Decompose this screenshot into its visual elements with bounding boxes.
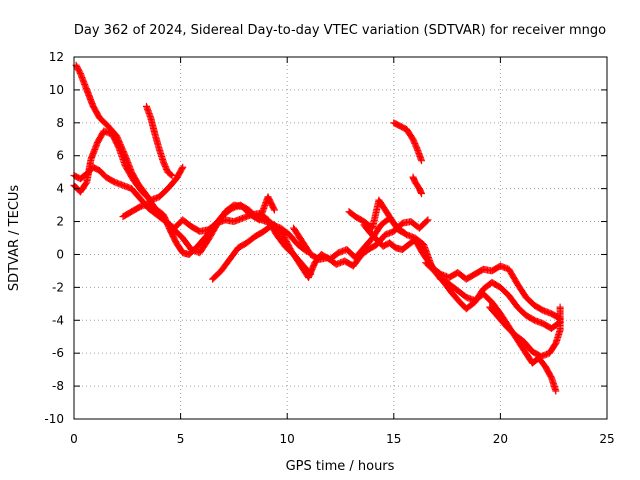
x-tick-label: 15 — [386, 432, 401, 446]
y-tick-label: -10 — [44, 412, 64, 426]
axis-ticks: 0 5 10 15 20 25 -10 -8 -6 -4 -2 0 2 4 6 8 10 12 — [44, 50, 614, 446]
data-point-marker — [167, 171, 175, 179]
series-track-5 — [209, 221, 310, 283]
y-tick-label: 0 — [56, 247, 64, 261]
x-tick-label: 0 — [70, 432, 78, 446]
y-tick-label: 10 — [49, 83, 64, 97]
data-point-marker — [418, 190, 426, 198]
series-track-4 — [119, 193, 278, 235]
data-point-marker — [424, 216, 432, 224]
series-track-7 — [290, 216, 432, 270]
series-track-8 — [390, 119, 426, 165]
series-track-11 — [422, 259, 564, 332]
data-points — [70, 61, 564, 395]
y-tick-label: 12 — [49, 50, 64, 64]
data-point-marker — [270, 205, 278, 213]
data-point-marker — [178, 165, 186, 173]
y-tick-label: 2 — [56, 215, 64, 229]
plot-frame — [73, 56, 608, 420]
x-tick-label: 5 — [177, 432, 185, 446]
data-point-marker — [168, 171, 176, 179]
x-tick-label: 10 — [280, 432, 295, 446]
y-axis-label: SDTVAR / TECUs — [7, 185, 22, 292]
y-tick-label: -4 — [52, 313, 64, 327]
y-tick-label: -6 — [52, 346, 64, 360]
data-point-marker — [400, 229, 408, 237]
data-point-marker — [307, 270, 315, 278]
data-point-marker — [552, 387, 560, 395]
x-tick-label: 25 — [599, 432, 614, 446]
x-tick-label: 20 — [493, 432, 508, 446]
data-point-marker — [306, 269, 314, 277]
y-tick-label: 6 — [56, 149, 64, 163]
x-axis-label: GPS time / hours — [286, 459, 395, 474]
data-point-marker — [418, 157, 426, 165]
chart-title: Day 362 of 2024, Sidereal Day-to-day VTE… — [74, 23, 606, 38]
y-tick-label: 8 — [56, 116, 64, 130]
series-track-6 — [142, 102, 176, 179]
y-tick-label: 4 — [56, 182, 64, 196]
data-point-marker — [423, 217, 431, 225]
series-track-9 — [409, 173, 426, 198]
data-point-marker — [399, 228, 407, 236]
series-track-12 — [486, 303, 564, 360]
data-point-marker — [556, 303, 564, 311]
data-point-marker — [270, 206, 278, 214]
data-point-marker — [179, 163, 187, 171]
series-track-3 — [70, 127, 187, 204]
y-tick-label: -2 — [52, 280, 64, 294]
y-tick-label: -8 — [52, 379, 64, 393]
series-track-13 — [345, 196, 408, 237]
